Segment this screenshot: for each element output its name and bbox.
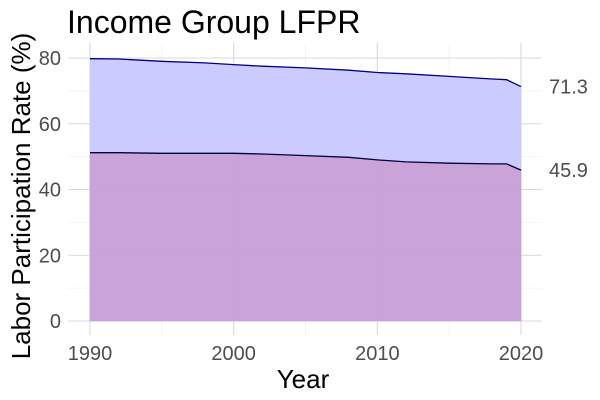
end-value-label-1: 71.3 [549, 77, 588, 99]
x-tick-label: 1990 [68, 343, 113, 365]
y-axis-title: Labor Participation Rate (%) [6, 33, 36, 360]
y-tick-label: 80 [39, 48, 61, 70]
chart-title: Income Group LFPR [67, 4, 360, 40]
series-line-2 [90, 152, 522, 171]
area-series [89, 58, 522, 322]
y-tick-label: 60 [39, 114, 61, 136]
x-tick-label: 2020 [499, 343, 544, 365]
series-line-1 [89, 58, 522, 88]
area-series-2 [89, 152, 522, 322]
x-tick-label: 2010 [355, 343, 400, 365]
x-axis-title: Year [277, 364, 330, 394]
end-value-label-2: 45.9 [549, 160, 588, 182]
end-labels: 71.3 45.9 [549, 77, 588, 183]
y-tick-label: 40 [39, 180, 61, 202]
y-tick-label: 0 [50, 311, 61, 333]
axis-ticks: 1990 2000 2010 2020 0 20 40 60 80 [39, 48, 544, 365]
x-tick-label: 2000 [211, 343, 256, 365]
y-tick-label: 20 [39, 245, 61, 267]
